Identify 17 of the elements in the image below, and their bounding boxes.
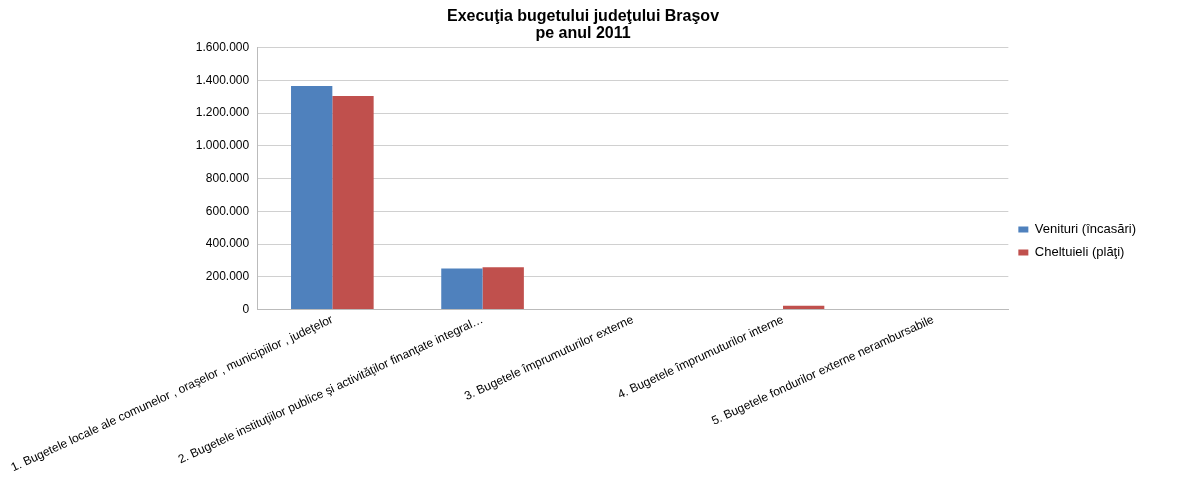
y-tick-label: 600.000 [205, 203, 250, 218]
bar [291, 86, 333, 310]
y-tick-label: 1.000.000 [195, 138, 250, 153]
y-tick-label: 800.000 [205, 170, 250, 185]
y-tick-label: 200.000 [205, 269, 250, 284]
y-tick-label: 1.400.000 [195, 72, 250, 87]
chart-title: Execuţia bugetului judeţului Braşov pe anul 2011 [446, 6, 720, 41]
bar [482, 267, 524, 310]
y-tick-label: 0 [242, 301, 250, 316]
y-tick-label: 1.200.000 [195, 105, 250, 120]
bar [332, 95, 374, 310]
legend-label: Venituri (încasări) [1034, 221, 1137, 237]
bar [441, 268, 483, 310]
y-tick-label: 400.000 [205, 236, 250, 251]
bar [783, 305, 825, 310]
legend-label: Cheltuieli (plăţi) [1034, 244, 1125, 260]
y-tick-label: 1.600.000 [195, 39, 250, 54]
